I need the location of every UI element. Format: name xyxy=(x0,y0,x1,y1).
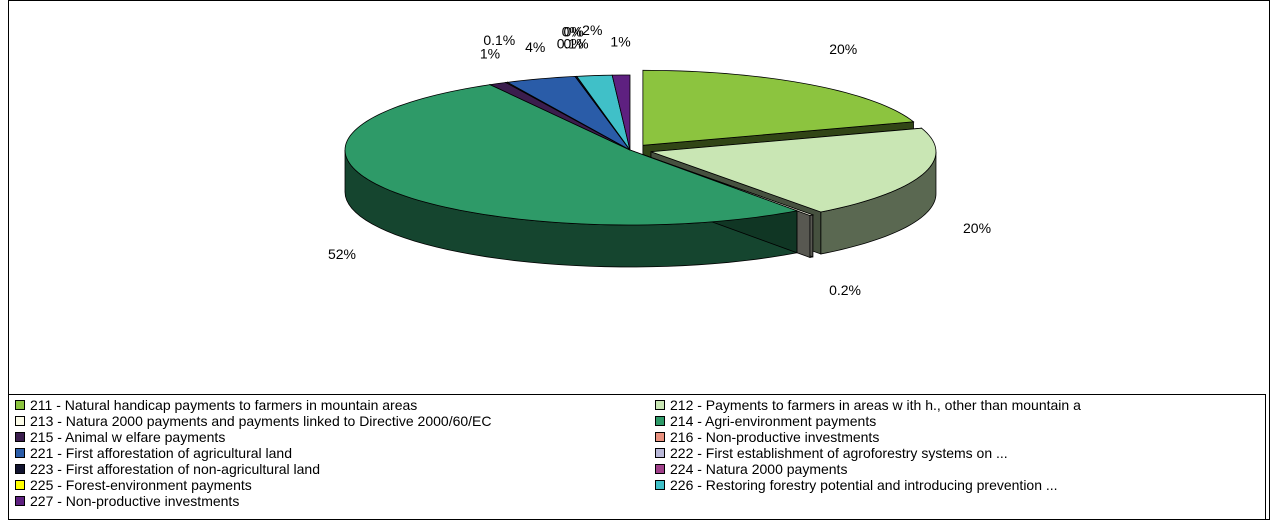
data-label: 0% xyxy=(562,23,582,39)
legend-label: 226 - Restoring forestry potential and i… xyxy=(670,477,1058,493)
legend-item: 212 - Payments to farmers in areas w ith… xyxy=(655,397,1081,413)
slice xyxy=(506,75,631,151)
data-label: 0.1% xyxy=(483,32,515,48)
data-label: 20% xyxy=(829,41,857,57)
slice xyxy=(642,69,915,146)
data-label: 4% xyxy=(525,39,545,55)
legend-swatch xyxy=(655,400,665,410)
legend-label: 216 - Non-productive investments xyxy=(670,429,880,445)
legend-swatch xyxy=(655,448,665,458)
data-label: 0.1% xyxy=(557,35,589,51)
legend-label: 224 - Natura 2000 payments xyxy=(670,461,848,477)
legend-item: 215 - Animal w elfare payments xyxy=(15,429,225,445)
legend-swatch xyxy=(15,432,25,442)
data-label: 0% xyxy=(563,35,583,51)
data-label: 0% xyxy=(563,23,583,39)
legend-label: 225 - Forest-environment payments xyxy=(30,477,252,493)
legend-item: 227 - Non-productive investments xyxy=(15,493,239,509)
legend-swatch xyxy=(15,480,25,490)
pie-tops xyxy=(344,69,937,226)
legend-item: 226 - Restoring forestry potential and i… xyxy=(655,477,1058,493)
legend-swatch xyxy=(15,496,25,506)
legend-label: 215 - Animal w elfare payments xyxy=(30,429,226,445)
legend-label: 211 - Natural handicap payments to farme… xyxy=(30,397,418,413)
legend-label: 227 - Non-productive investments xyxy=(30,493,240,509)
legend-item: 225 - Forest-environment payments xyxy=(15,477,252,493)
data-label: 1% xyxy=(480,46,500,62)
legend-item: 213 - Natura 2000 payments and payments … xyxy=(15,413,492,429)
legend-label: 221 - First afforestation of agricultura… xyxy=(30,445,292,461)
legend-item: 216 - Non-productive investments xyxy=(655,429,879,445)
chart: 20%20%0.2%52%1%0.1% 4%0%0.1%0%0%2%1% xyxy=(328,22,991,298)
legend-swatch xyxy=(15,464,25,474)
legend-swatch xyxy=(655,480,665,490)
legend-swatch xyxy=(15,416,25,426)
legend-label: 223 - First afforestation of non-agricul… xyxy=(30,461,321,477)
legend-item: 214 - Agri-environment payments xyxy=(655,413,876,429)
legend-label: 212 - Payments to farmers in areas w ith… xyxy=(670,397,1081,413)
legend-swatch xyxy=(655,416,665,426)
data-label: 20% xyxy=(963,220,991,236)
legend-swatch xyxy=(655,432,665,442)
legend-swatch xyxy=(15,400,25,410)
legend-item: 221 - First afforestation of agricultura… xyxy=(15,445,292,461)
legend-item: 223 - First afforestation of non-agricul… xyxy=(15,461,320,477)
legend-item: 224 - Natura 2000 payments xyxy=(655,461,847,477)
slice xyxy=(611,74,631,151)
legend-item: 222 - First establishment of agroforestr… xyxy=(655,445,1008,461)
legend-item: 211 - Natural handicap payments to farme… xyxy=(15,397,417,413)
legend-label: 213 - Natura 2000 payments and payments … xyxy=(30,413,492,429)
slice xyxy=(344,84,799,226)
legend-label: 222 - First establishment of agroforestr… xyxy=(670,445,1008,461)
legend-swatch xyxy=(655,464,665,474)
data-label: 0.2% xyxy=(829,282,861,298)
slice xyxy=(650,127,937,213)
data-label: 52% xyxy=(328,246,356,262)
data-label: 1% xyxy=(610,33,630,49)
legend-label: 214 - Agri-environment payments xyxy=(670,413,877,429)
legend-swatch xyxy=(15,448,25,458)
data-label: 2% xyxy=(582,22,602,38)
legend: 211 - Natural handicap payments to farme… xyxy=(8,394,1266,520)
